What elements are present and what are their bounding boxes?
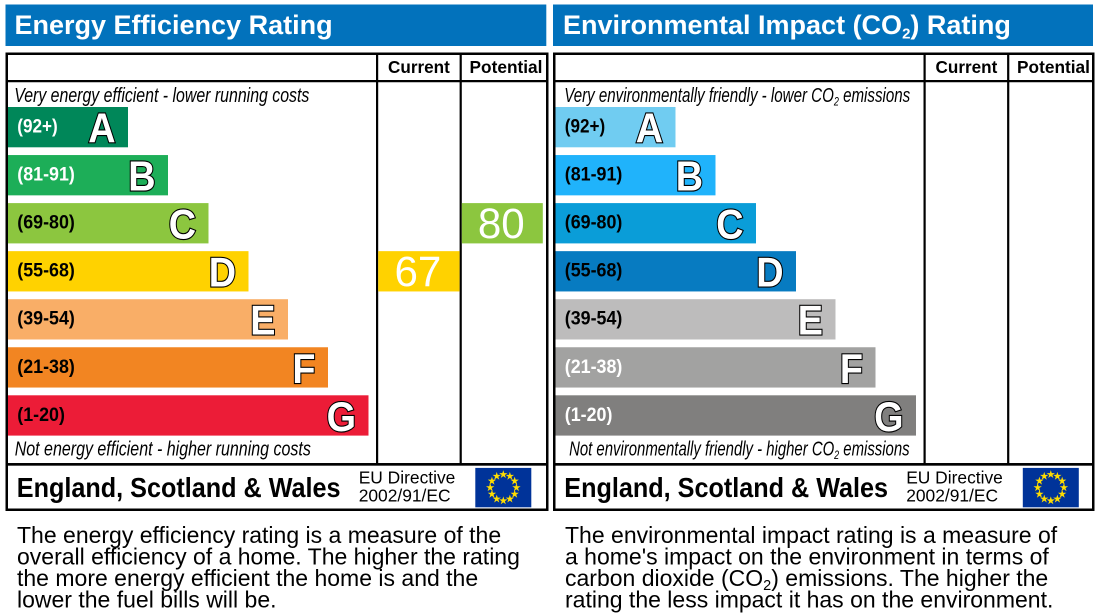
svg-text:(92+): (92+) [17, 116, 57, 137]
svg-text:F: F [292, 346, 315, 392]
svg-text:the more energy efficient the: the more energy efficient the home is an… [17, 565, 478, 591]
svg-text:EU Directive: EU Directive [359, 468, 456, 488]
svg-text:The environmental impact ratin: The environmental impact rating is a mea… [565, 522, 1058, 548]
svg-text:England, Scotland & Wales: England, Scotland & Wales [564, 472, 888, 504]
svg-text:Potential: Potential [470, 56, 543, 76]
svg-text:Energy Efficiency Rating: Energy Efficiency Rating [15, 10, 333, 40]
svg-text:A: A [636, 106, 663, 152]
svg-text:carbon dioxide (CO2) emissions: carbon dioxide (CO2) emissions. The high… [565, 565, 1048, 594]
svg-text:G: G [874, 394, 903, 440]
svg-text:Not energy efficient - higher: Not energy efficient - higher running co… [15, 438, 311, 460]
svg-text:B: B [676, 154, 703, 200]
svg-text:D: D [209, 250, 236, 296]
svg-text:C: C [716, 202, 743, 248]
svg-text:rating the less impact it has: rating the less impact it has on the env… [565, 586, 1053, 612]
svg-text:(21-38): (21-38) [17, 355, 75, 377]
svg-text:(55-68): (55-68) [17, 259, 75, 281]
svg-text:Current: Current [936, 56, 998, 77]
svg-text:(81-91): (81-91) [565, 163, 623, 185]
svg-text:(55-68): (55-68) [565, 259, 623, 281]
svg-text:EU Directive: EU Directive [906, 468, 1003, 488]
svg-text:E: E [798, 298, 823, 344]
svg-text:The energy efficiency rating i: The energy efficiency rating is a measur… [17, 522, 501, 548]
svg-text:(69-80): (69-80) [17, 211, 75, 233]
svg-text:(92+): (92+) [565, 116, 605, 137]
svg-text:Not environmentally friendly -: Not environmentally friendly - higher CO… [569, 437, 910, 462]
svg-text:F: F [840, 346, 863, 392]
svg-text:(1-20): (1-20) [565, 403, 613, 425]
svg-text:Environmental Impact (CO2) Rat: Environmental Impact (CO2) Rating [563, 10, 1011, 43]
svg-text:B: B [128, 154, 155, 200]
svg-text:a home's impact on the environ: a home's impact on the environment in te… [565, 543, 1049, 569]
svg-text:lower the fuel bills will be.: lower the fuel bills will be. [17, 586, 277, 612]
svg-text:Very energy efficient - lower: Very energy efficient - lower running co… [14, 84, 309, 106]
svg-text:A: A [88, 106, 115, 152]
svg-text:Potential: Potential [1017, 56, 1090, 76]
svg-text:(69-80): (69-80) [565, 211, 623, 233]
svg-text:(39-54): (39-54) [565, 307, 623, 329]
svg-text:67: 67 [394, 248, 441, 296]
svg-text:(39-54): (39-54) [17, 307, 75, 329]
svg-text:Current: Current [388, 56, 450, 77]
svg-text:E: E [250, 298, 275, 344]
svg-text:(1-20): (1-20) [17, 403, 65, 425]
svg-text:(21-38): (21-38) [565, 355, 623, 377]
svg-text:England, Scotland & Wales: England, Scotland & Wales [17, 472, 341, 504]
svg-text:2002/91/EC: 2002/91/EC [906, 486, 998, 506]
svg-text:(81-91): (81-91) [17, 163, 75, 185]
svg-text:C: C [169, 202, 196, 248]
svg-text:80: 80 [478, 200, 525, 248]
svg-text:Very environmentally friendly: Very environmentally friendly - lower CO… [564, 84, 910, 109]
svg-text:G: G [327, 394, 356, 440]
svg-text:2002/91/EC: 2002/91/EC [359, 486, 451, 506]
svg-text:overall efficiency of a home.: overall efficiency of a home. The higher… [17, 543, 520, 569]
svg-text:D: D [756, 250, 783, 296]
